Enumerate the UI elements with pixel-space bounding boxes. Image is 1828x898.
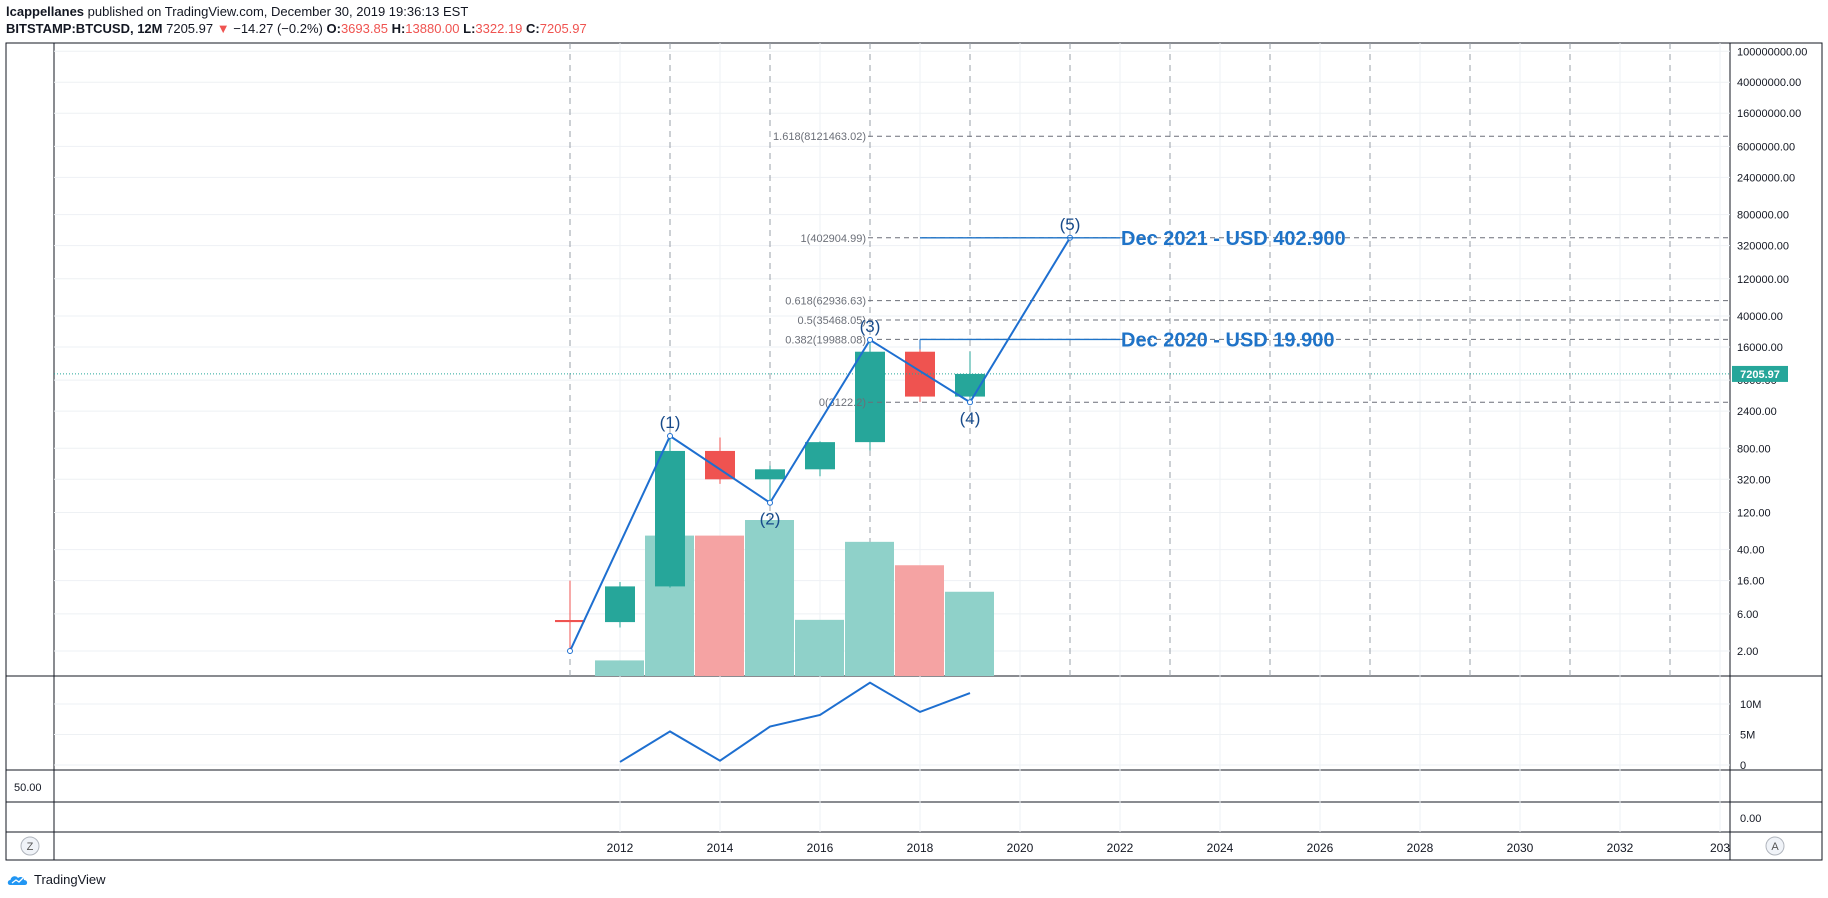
wave-label: (1): [660, 413, 681, 432]
volume-bar: [795, 619, 844, 676]
x-tick-label: 203: [1710, 841, 1730, 855]
elliott-wave-line: [569, 237, 1071, 652]
low-label: L:: [463, 21, 476, 36]
candle-body: [855, 351, 885, 443]
candle-body: [655, 450, 685, 587]
pane3-tick-label: 0.00: [1740, 813, 1761, 825]
x-tick-label: 2012: [607, 841, 634, 855]
wave-label: (2): [760, 510, 781, 529]
last-price: 7205.97: [166, 21, 214, 36]
wave-point: [867, 336, 873, 343]
wave-label: (5): [1060, 215, 1081, 234]
y-tick-label: 100000000.00: [1737, 46, 1807, 58]
y-tick-label: 16000.00: [1737, 342, 1783, 354]
pane3-left-label: 50.00: [14, 782, 42, 794]
low-value: 3322.19: [475, 21, 523, 36]
x-tick-label: 2018: [907, 841, 934, 855]
fib-level-label: 0.382(19988.08): [785, 334, 866, 346]
fib-level-label: 0.618(62936.63): [785, 296, 866, 308]
volume-bar: [945, 591, 994, 676]
volume-bar: [695, 535, 744, 676]
brand-name: TradingView: [34, 872, 106, 887]
y-tick-label: 800.00: [1737, 443, 1771, 455]
candle-body: [805, 442, 835, 470]
fib-level-label: 1(402904.99): [801, 233, 866, 245]
y-tick-label: 120.00: [1737, 507, 1771, 519]
y-tick-label: 2.00: [1737, 646, 1758, 658]
x-tick-label: 2016: [807, 841, 834, 855]
x-tick-label: 2014: [707, 841, 734, 855]
wave-point: [967, 399, 973, 406]
fib-level-label: 0(3122.2): [819, 397, 866, 409]
candle-body: [555, 620, 585, 623]
cloud-icon: [7, 875, 28, 885]
y-tick-label: 6000000.00: [1737, 141, 1795, 153]
indicator-tick-label: 10M: [1740, 699, 1761, 711]
author-name[interactable]: lcappellanes: [6, 4, 85, 19]
close-label: C:: [526, 21, 540, 36]
indicator-tick-label: 5M: [1740, 730, 1755, 742]
high-value: 13880.00: [405, 21, 460, 36]
x-tick-label: 2032: [1607, 841, 1634, 855]
y-tick-label: 2400000.00: [1737, 172, 1795, 184]
volume-bar: [895, 565, 944, 676]
indicator-tick-label: 0: [1740, 760, 1746, 772]
y-tick-label: 800000.00: [1737, 210, 1789, 222]
high-label: H:: [391, 21, 406, 36]
price-change: −14.27 (−0.2%): [233, 21, 323, 36]
candle-body: [605, 586, 635, 623]
auto-scale-button[interactable]: [1765, 836, 1785, 856]
last-price-tag: [1732, 365, 1788, 382]
wave-label: (4): [960, 409, 981, 428]
x-tick-label: 2028: [1407, 841, 1434, 855]
y-tick-label: 16000000.00: [1737, 108, 1801, 120]
publish-info: lcappellanes published on TradingView.co…: [6, 4, 468, 19]
open-value: 3693.85: [340, 21, 388, 36]
wave-point: [667, 433, 673, 440]
zoom-button[interactable]: [20, 836, 40, 856]
last-price-label: 7205.97: [1740, 369, 1780, 381]
tradingview-logo[interactable]: TradingView: [6, 872, 106, 887]
y-tick-label: 16.00: [1737, 576, 1765, 588]
y-tick-label: 40000.00: [1737, 311, 1783, 323]
symbol-info: BITSTAMP:BTCUSD, 12M 7205.97 ▼ −14.27 (−…: [6, 21, 587, 36]
indicator-line: [619, 681, 971, 763]
y-tick-label: 120000.00: [1737, 274, 1789, 286]
volume-bar: [845, 541, 894, 676]
y-tick-label: 2400.00: [1737, 406, 1777, 418]
open-label: O:: [326, 21, 341, 36]
x-tick-label: 2030: [1507, 841, 1534, 855]
zoom-button-label: Z: [27, 841, 34, 853]
y-tick-label: 320000.00: [1737, 241, 1789, 253]
candle-body: [755, 469, 785, 480]
close-value: 7205.97: [539, 21, 587, 36]
fib-level-label: 1.618(8121463.02): [773, 131, 866, 143]
fib-level-label: 0.5(35468.05): [798, 315, 867, 327]
down-arrow-icon: ▼: [216, 21, 230, 36]
wave-point: [767, 499, 773, 506]
wave-label: (3): [860, 317, 881, 336]
x-tick-label: 2024: [1207, 841, 1234, 855]
y-tick-label: 6.00: [1737, 609, 1758, 621]
volume-bar: [595, 660, 644, 676]
x-tick-label: 2026: [1307, 841, 1334, 855]
auto-scale-button-label: A: [1771, 841, 1779, 853]
y-tick-label: 320.00: [1737, 474, 1771, 486]
annotation-text: Dec 2021 - USD 402.900: [1121, 228, 1346, 250]
candle-body: [705, 450, 735, 480]
publish-date: published on TradingView.com, December 3…: [87, 4, 469, 19]
symbol-name: BITSTAMP:BTCUSD, 12M: [6, 21, 163, 36]
chart-frame: [5, 42, 1823, 861]
annotation-text: Dec 2020 - USD 19.900: [1121, 329, 1334, 351]
volume-bar: [745, 520, 794, 676]
y-tick-label: 40000000.00: [1737, 77, 1801, 89]
x-tick-label: 2020: [1007, 841, 1034, 855]
x-tick-label: 2022: [1107, 841, 1134, 855]
wave-point: [567, 648, 573, 654]
y-tick-label: 40.00: [1737, 545, 1765, 557]
